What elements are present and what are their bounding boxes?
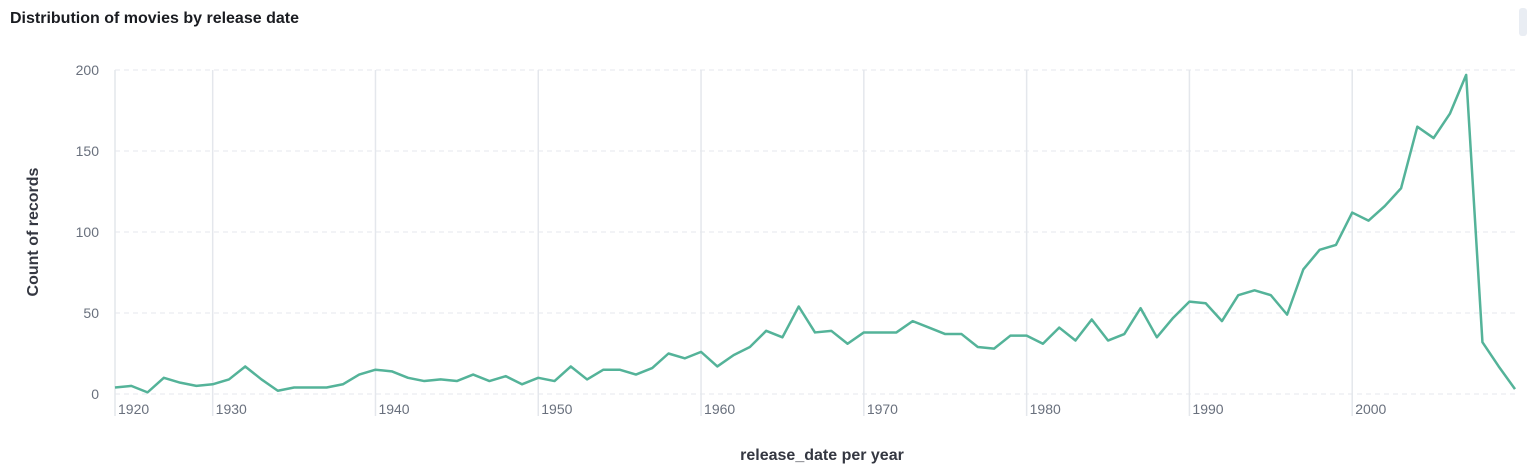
x-tick-label: 1940 <box>378 401 409 417</box>
chart-title: Distribution of movies by release date <box>10 10 299 27</box>
x-tick-label: 1970 <box>867 401 898 417</box>
data-line <box>114 73 1517 394</box>
x-tick-label: 1930 <box>216 401 247 417</box>
x-tick-label: 1960 <box>704 401 735 417</box>
y-tick-label: 50 <box>83 305 99 321</box>
y-tick-label: 0 <box>91 386 99 402</box>
x-tick-label: 1950 <box>541 401 572 417</box>
y-tick-label: 100 <box>76 224 100 240</box>
x-tick-label: 1920 <box>118 401 149 417</box>
x-axis-title: release_date per year <box>740 447 904 464</box>
y-axis-title: Count of records <box>25 167 42 296</box>
x-tick-label: 1990 <box>1192 401 1223 417</box>
x-tick-label: 2000 <box>1355 401 1386 417</box>
x-tick-label: 1980 <box>1030 401 1061 417</box>
y-tick-label: 150 <box>76 143 100 159</box>
scrollbar <box>1519 8 1527 36</box>
y-tick-label: 200 <box>76 62 100 78</box>
